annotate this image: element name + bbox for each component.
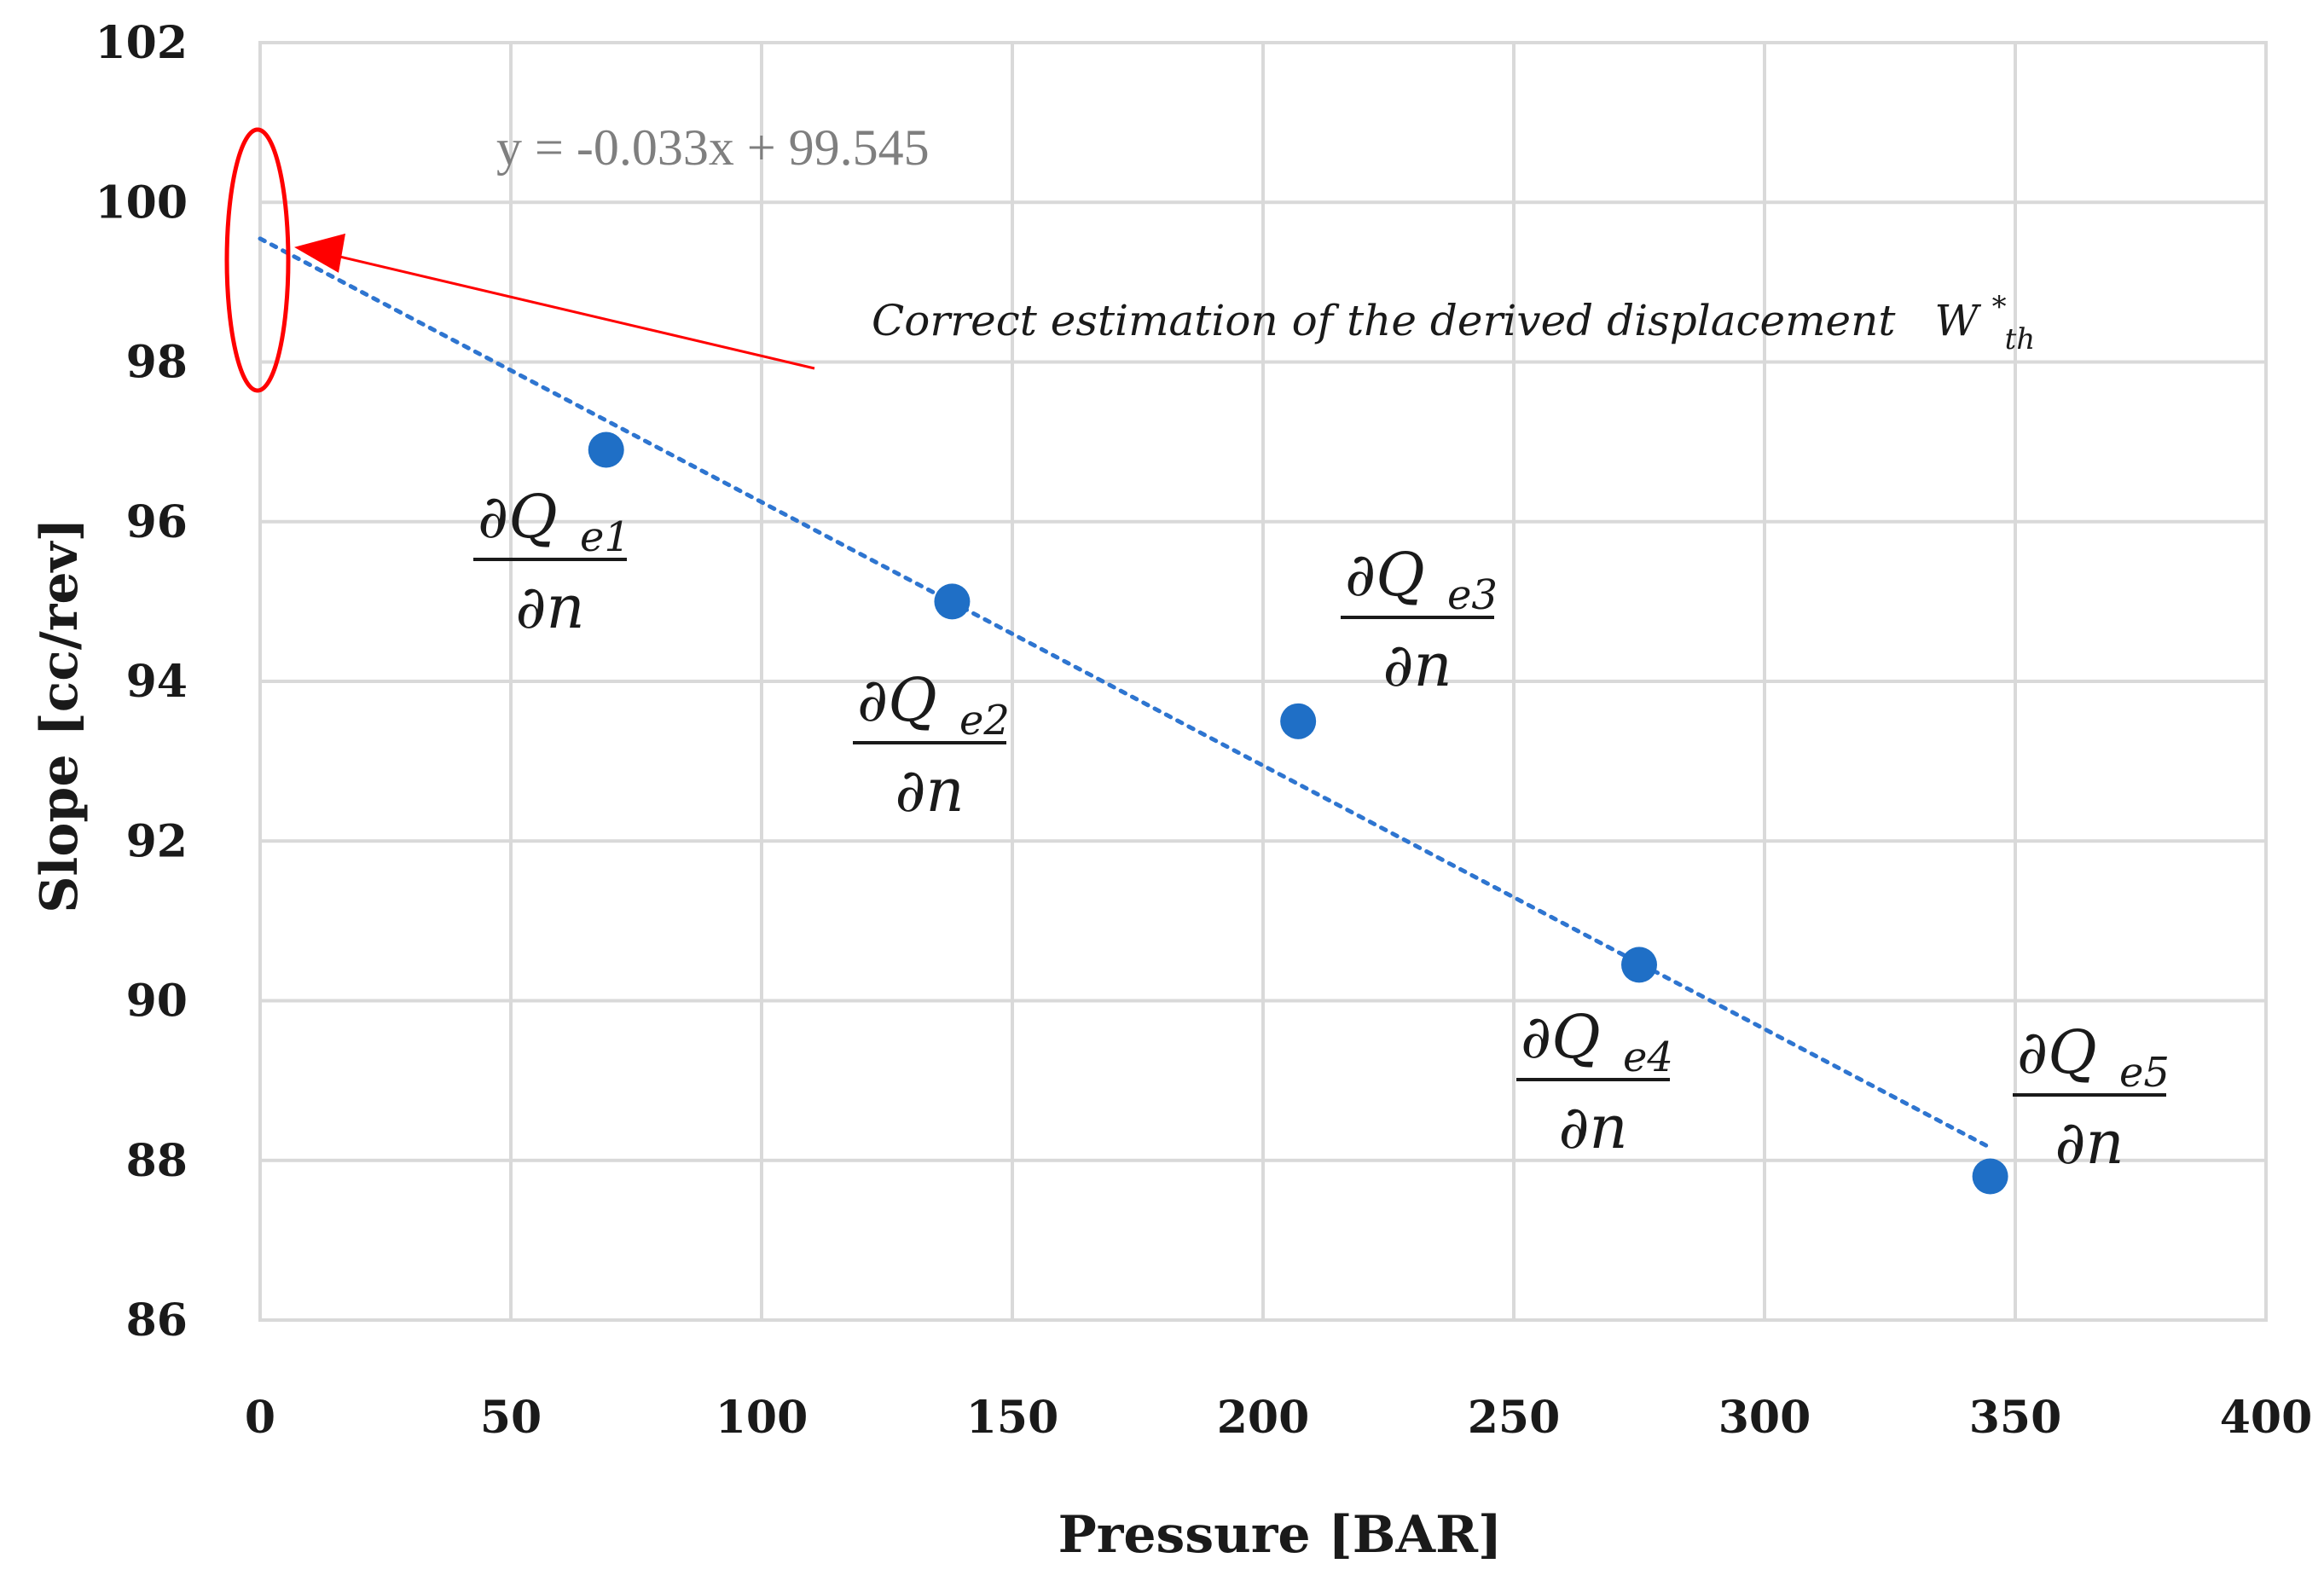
point-label-numerator: ∂Q xyxy=(2017,1017,2097,1087)
x-tick-label: 350 xyxy=(1969,1392,2062,1444)
x-tick-label: 0 xyxy=(245,1392,275,1444)
x-tick-label: 400 xyxy=(2220,1392,2313,1444)
annotation-note: Correct estimation of the derived displa… xyxy=(872,296,1896,345)
annotation-symbol: W xyxy=(1934,296,1981,345)
point-label-subscript: e1 xyxy=(580,513,630,561)
point-label-denominator: ∂n xyxy=(1382,630,1452,700)
data-point-4 xyxy=(1621,947,1657,983)
point-label-4: ∂Q e4 ∂n xyxy=(1516,1002,1673,1162)
data-point-5 xyxy=(1972,1158,2008,1195)
point-label-numerator: ∂Q xyxy=(478,482,558,552)
annotation-symbol-superscript: * xyxy=(1992,290,2007,324)
y-axis-ticks: 86 88 90 92 94 96 98 100 102 xyxy=(95,17,188,1346)
annotation-text: Correct estimation of the derived displa… xyxy=(872,277,2035,356)
grid xyxy=(258,41,2268,1322)
point-label-numerator: ∂Q xyxy=(1345,540,1425,610)
point-label-subscript: e2 xyxy=(959,697,1010,744)
y-tick-label: 86 xyxy=(126,1294,188,1346)
point-label-denominator: ∂n xyxy=(1558,1092,1627,1162)
x-tick-label: 100 xyxy=(716,1392,808,1444)
data-point-2 xyxy=(934,583,971,620)
y-tick-label: 96 xyxy=(126,496,188,548)
data-point-3 xyxy=(1280,703,1317,739)
trendline xyxy=(258,236,1993,1150)
intercept-highlight-ellipse xyxy=(224,127,291,393)
y-tick-label: 92 xyxy=(126,815,188,867)
x-tick-label: 150 xyxy=(966,1392,1059,1444)
y-tick-label: 102 xyxy=(95,17,188,69)
plot-frame xyxy=(258,41,2268,1322)
x-tick-label: 300 xyxy=(1718,1392,1811,1444)
point-label-2: ∂Q e2 ∂n xyxy=(853,665,1010,825)
point-label-subscript: e4 xyxy=(1623,1034,1673,1081)
annotation-symbol-subscript: th xyxy=(2005,322,2036,356)
y-tick-label: 100 xyxy=(95,177,188,229)
x-tick-label: 250 xyxy=(1468,1392,1561,1444)
y-tick-label: 98 xyxy=(126,337,188,389)
point-label-denominator: ∂n xyxy=(515,572,584,642)
data-points xyxy=(588,431,2008,1195)
data-point-1 xyxy=(588,431,624,468)
point-label-5: ∂Q e5 ∂n xyxy=(2013,1017,2170,1178)
point-label-denominator: ∂n xyxy=(2055,1108,2124,1178)
point-label-subscript: e3 xyxy=(1447,571,1498,619)
point-label-subscript: e5 xyxy=(2119,1049,2170,1097)
annotation-arrow xyxy=(294,233,815,370)
y-axis-title: Slope [cc/rev] xyxy=(30,518,90,913)
y-tick-label: 88 xyxy=(126,1135,188,1187)
point-label-denominator: ∂n xyxy=(895,756,964,825)
y-tick-label: 90 xyxy=(126,976,188,1028)
y-tick-label: 94 xyxy=(126,656,188,708)
trendline-equation: y = -0.033x + 99.545 xyxy=(496,119,930,176)
x-tick-label: 50 xyxy=(480,1392,542,1444)
x-tick-label: 200 xyxy=(1217,1392,1310,1444)
point-labels: ∂Q e1 ∂n ∂Q e2 ∂n ∂Q e3 ∂n ∂Q e4 ∂n ∂Q e5 ∂n xyxy=(473,482,2170,1178)
point-label-3: ∂Q e3 ∂n xyxy=(1341,540,1498,700)
point-label-numerator: ∂Q xyxy=(857,665,937,735)
x-axis-ticks: 0 50 100 150 200 250 300 350 400 xyxy=(245,1392,2312,1444)
point-label-numerator: ∂Q xyxy=(1521,1002,1601,1072)
x-axis-title: Pressure [BAR] xyxy=(1058,1505,1503,1565)
point-label-1: ∂Q e1 ∂n xyxy=(473,482,630,642)
